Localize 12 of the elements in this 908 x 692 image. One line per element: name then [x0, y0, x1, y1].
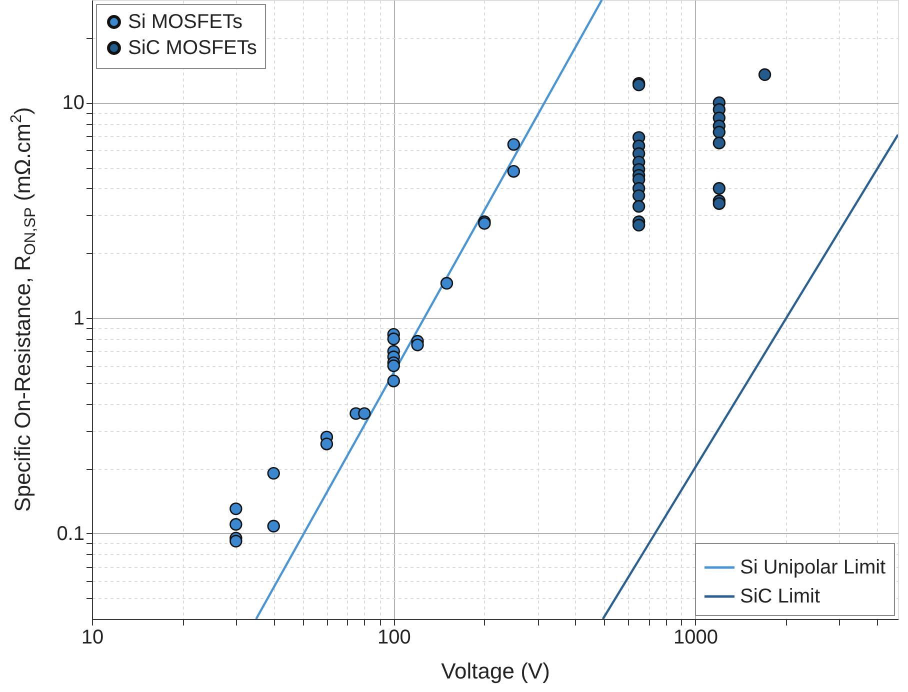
legend-label: SiC Limit — [740, 586, 820, 608]
legend-label: Si MOSFETs — [128, 11, 242, 33]
legend-label: Si Unipolar Limit — [740, 556, 886, 578]
x-axis-title: Voltage (V) — [441, 658, 550, 684]
y-tick-label: 0.1 — [56, 522, 84, 545]
legend-label: SiC MOSFETs — [128, 37, 257, 59]
y-axis-title: Specific On-Resistance, RON,SP (mΩ.cm2) — [8, 107, 39, 512]
x-tick-label: 10 — [81, 626, 104, 648]
x-tick-label: 1000 — [674, 626, 718, 648]
y-tick-label: 1 — [73, 308, 84, 330]
y-tick-label: 10 — [62, 92, 84, 114]
x-tick-label: 100 — [377, 626, 411, 648]
